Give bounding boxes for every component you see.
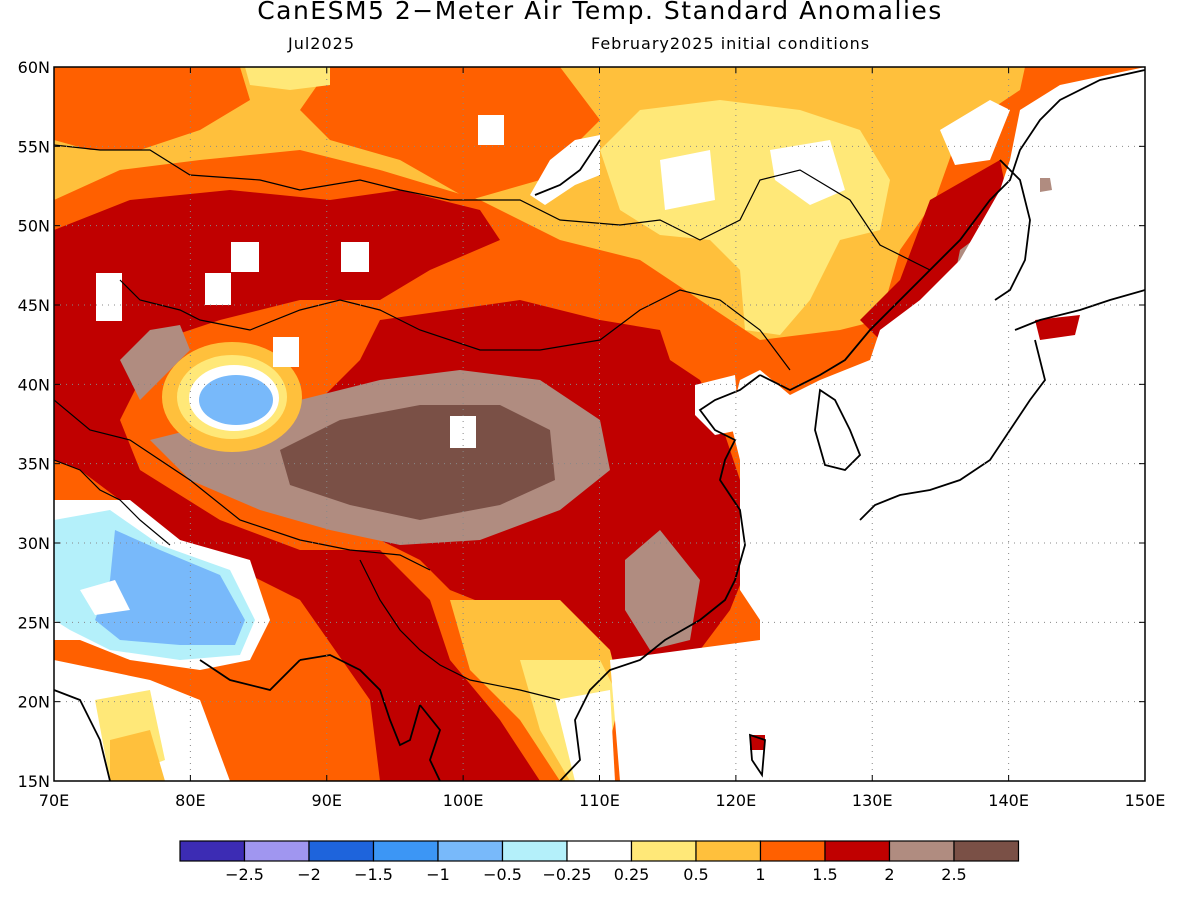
colorbar-swatch bbox=[501, 840, 568, 862]
anomaly-field bbox=[54, 67, 1145, 781]
colorbar-swatch bbox=[759, 840, 826, 862]
lat-label: 55N bbox=[18, 137, 50, 156]
lon-label: 100E bbox=[443, 791, 484, 810]
lat-label: 20N bbox=[18, 693, 50, 712]
mask-cell bbox=[478, 115, 504, 145]
map-title: CanESM5 2−Meter Air Temp. Standard Anoma… bbox=[257, 0, 943, 25]
lat-label: 50N bbox=[18, 217, 50, 236]
init-conditions: February2025 initial conditions bbox=[591, 34, 871, 53]
colorbar-label: 2.5 bbox=[941, 865, 966, 884]
field-dark-red-west bbox=[54, 190, 540, 781]
mask-cell bbox=[273, 337, 299, 367]
mask-cell bbox=[205, 273, 231, 305]
field-indochina-white bbox=[555, 690, 615, 781]
lat-label: 30N bbox=[18, 534, 50, 553]
colorbar-swatch bbox=[630, 840, 697, 862]
mask-baikal bbox=[530, 135, 600, 205]
colorbar-swatch bbox=[824, 840, 891, 862]
lat-label: 60N bbox=[18, 58, 50, 77]
lon-label: 110E bbox=[579, 791, 620, 810]
lat-label: 35N bbox=[18, 455, 50, 474]
field-india-blue bbox=[95, 530, 245, 645]
borders bbox=[54, 144, 931, 701]
field-white-ne2 bbox=[770, 140, 845, 205]
lon-label: 120E bbox=[716, 791, 757, 810]
colorbar-label: −1.5 bbox=[354, 865, 393, 884]
lon-label: 150E bbox=[1125, 791, 1166, 810]
field-yellow-nw bbox=[245, 67, 330, 90]
mask-cell bbox=[450, 416, 476, 448]
colorbar-label: 1.5 bbox=[812, 865, 837, 884]
colorbar-label: −0.5 bbox=[483, 865, 522, 884]
mask-cell bbox=[96, 273, 122, 321]
colorbar-label: −0.25 bbox=[542, 865, 591, 884]
mask-bohai bbox=[695, 375, 740, 435]
mask-cell bbox=[231, 242, 259, 272]
colorbar-label: −2.5 bbox=[225, 865, 264, 884]
field-tarim-neg bbox=[199, 375, 273, 425]
colorbar-label: −2 bbox=[297, 865, 321, 884]
colorbar-swatch bbox=[372, 840, 439, 862]
field-scs-white bbox=[610, 640, 770, 781]
colorbar-swatch bbox=[179, 840, 246, 862]
field-india-white-spot bbox=[80, 580, 130, 615]
colorbar-swatch bbox=[308, 840, 375, 862]
colorbar-swatch bbox=[953, 840, 1020, 862]
lon-label: 80E bbox=[175, 791, 205, 810]
field-sakhalin-north bbox=[1040, 178, 1052, 192]
lon-label: 130E bbox=[852, 791, 893, 810]
lon-label: 70E bbox=[39, 791, 69, 810]
colorbar-label: 0.5 bbox=[683, 865, 708, 884]
ocean-mask bbox=[730, 67, 1145, 781]
colorbar-label: 2 bbox=[884, 865, 894, 884]
gridlines bbox=[53, 66, 1146, 782]
colorbar-swatch bbox=[566, 840, 633, 862]
lat-label: 25N bbox=[18, 613, 50, 632]
field-india-south-orange bbox=[110, 730, 165, 781]
colorbar-swatch bbox=[888, 840, 955, 862]
colorbar-label: 0.25 bbox=[614, 865, 650, 884]
colorbar-label: 1 bbox=[755, 865, 765, 884]
colorbar-swatch bbox=[243, 840, 310, 862]
lat-label: 15N bbox=[18, 772, 50, 791]
field-west-siberia bbox=[54, 67, 250, 150]
mask-cell bbox=[341, 242, 369, 272]
lon-label: 140E bbox=[988, 791, 1029, 810]
lon-labels: 70E 80E 90E 100E 110E 120E 130E 140E 150E bbox=[39, 791, 1166, 810]
field-white-ne1 bbox=[660, 150, 715, 210]
field-brown-tienshan bbox=[120, 325, 190, 400]
field-hokkaido bbox=[1035, 315, 1080, 340]
coastlines bbox=[54, 69, 1145, 781]
field-north-mid bbox=[300, 67, 600, 200]
lon-label: 90E bbox=[312, 791, 342, 810]
field-dark-red-amur bbox=[860, 160, 1010, 340]
field-darkbrown-tibet bbox=[280, 405, 555, 520]
valid-month: Jul2025 bbox=[288, 34, 356, 53]
colorbar: −2.5 −2 −1.5 −1 −0.5 −0.25 0.25 0.5 1 1.5 2 2.5 bbox=[179, 840, 1020, 884]
lat-labels: 60N 55N 50N 45N 40N 35N 30N 25N 20N 15N bbox=[18, 58, 50, 791]
lat-label: 40N bbox=[18, 375, 50, 394]
mask-okhotsk bbox=[940, 100, 1010, 165]
colorbar-swatch bbox=[437, 840, 504, 862]
colorbar-label: −1 bbox=[426, 865, 450, 884]
colorbar-swatch bbox=[695, 840, 762, 862]
lat-label: 45N bbox=[18, 296, 50, 315]
field-brown-south-china bbox=[625, 530, 700, 650]
